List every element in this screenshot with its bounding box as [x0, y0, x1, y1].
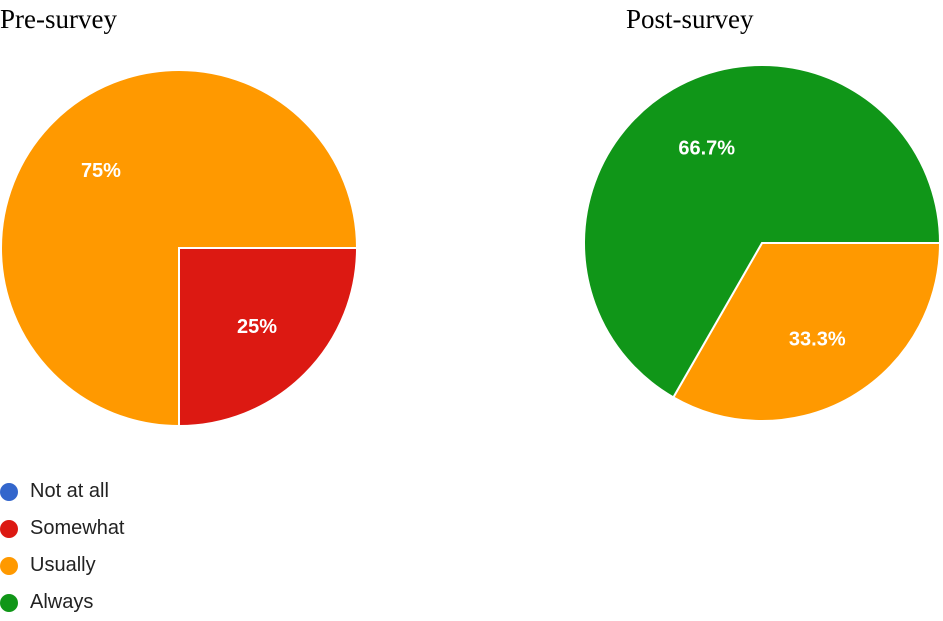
- pre-label-usually: 75%: [81, 160, 121, 182]
- pre-slice-somewhat[interactable]: [178, 247, 359, 428]
- post-label-usually: 33.3%: [789, 329, 846, 351]
- legend-label: Always: [30, 591, 94, 613]
- legend-label: Somewhat: [30, 517, 125, 539]
- pre-label-somewhat: 25%: [237, 316, 277, 338]
- post-slice-usually[interactable]: [671, 242, 942, 422]
- legend-label: Usually: [30, 554, 96, 576]
- legend-label: Not at all: [30, 480, 109, 502]
- legend-item-somewhat[interactable]: Somewhat: [0, 510, 125, 547]
- legend-swatch: [0, 593, 18, 612]
- legend-swatch: [0, 482, 18, 501]
- post-slice-always[interactable]: [583, 64, 942, 399]
- legend: Not at all Somewhat Usually Always: [0, 473, 125, 621]
- legend-swatch: [0, 519, 18, 538]
- pre-survey-title: Pre-survey: [0, 4, 117, 34]
- post-label-always: 66.7%: [678, 137, 735, 159]
- pre-slice-usually[interactable]: [0, 69, 359, 428]
- legend-swatch: [0, 556, 18, 575]
- legend-item-not-at-all[interactable]: Not at all: [0, 473, 125, 510]
- post-survey-title: Post-survey: [626, 4, 754, 34]
- legend-item-always[interactable]: Always: [0, 584, 125, 621]
- legend-item-usually[interactable]: Usually: [0, 547, 125, 584]
